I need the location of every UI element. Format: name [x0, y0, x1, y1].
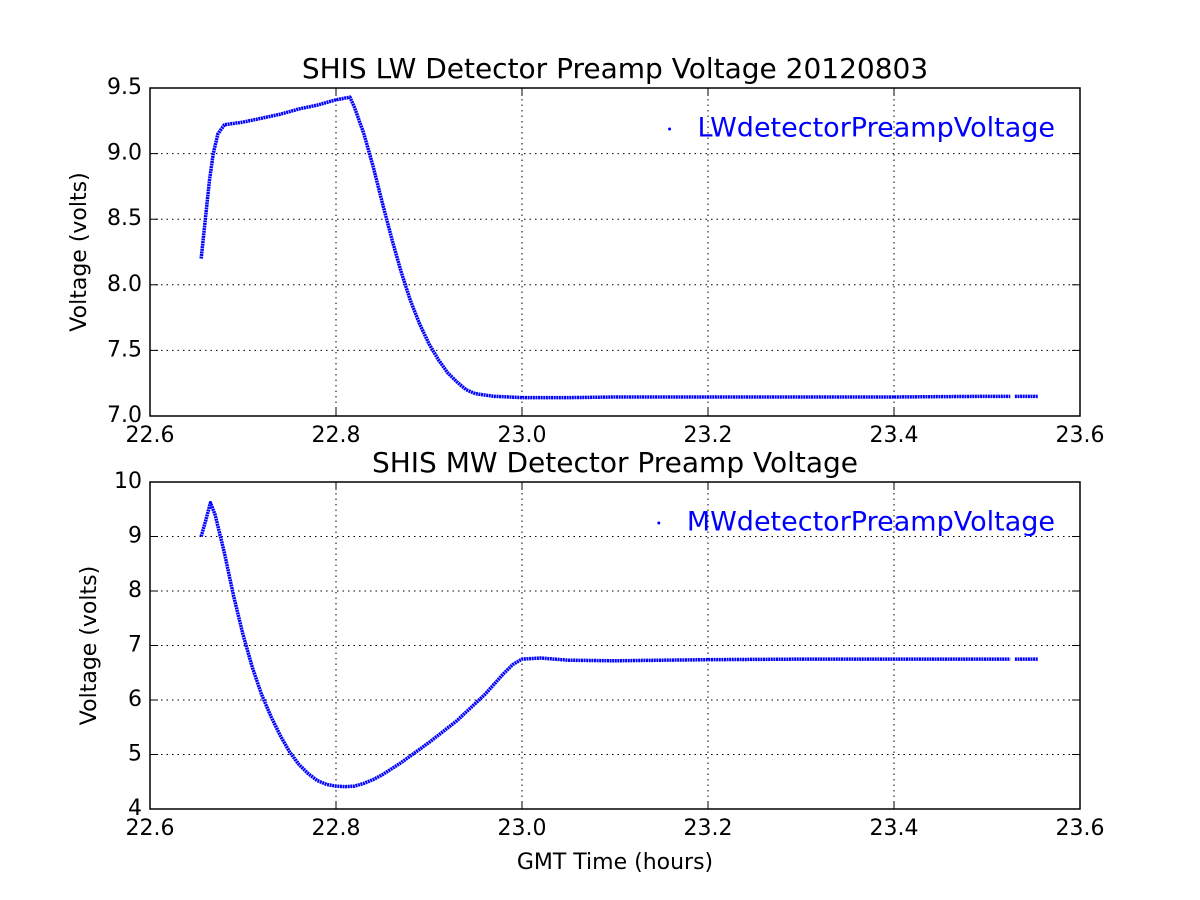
x-axis-label: GMT Time (hours): [517, 850, 713, 875]
x-tick-label: 23.4: [870, 816, 919, 841]
y-axis-label: Voltage (volts): [77, 566, 102, 725]
x-tick-label: 23.0: [498, 816, 547, 841]
chart-title: SHIS MW Detector Preamp Voltage: [372, 446, 858, 479]
x-tick-label: 23.4: [870, 423, 919, 448]
legend-marker: [657, 521, 661, 525]
y-tick-label: 5: [128, 742, 142, 767]
y-tick-label: 9.5: [107, 75, 142, 100]
y-axis-label: Voltage (volts): [67, 172, 92, 331]
y-tick-label: 8.5: [107, 206, 142, 231]
y-tick-label: 7: [128, 633, 142, 658]
plot-frame: [149, 87, 1081, 417]
x-tick-label: 23.2: [684, 816, 733, 841]
y-tick-label: 9.0: [107, 141, 142, 166]
x-tick-label: 23.6: [1056, 816, 1105, 841]
data-points: [199, 500, 1039, 789]
y-tick-label: 9: [128, 524, 142, 549]
x-tick-label: 22.6: [126, 816, 175, 841]
legend-label: LWdetectorPreampVoltage: [698, 113, 1055, 144]
x-tick-label: 22.8: [312, 816, 361, 841]
legend-label: MWdetectorPreampVoltage: [687, 507, 1055, 538]
data-points: [199, 95, 1039, 400]
y-tick-label: 7.5: [107, 337, 142, 362]
x-tick-label: 22.8: [312, 423, 361, 448]
x-tick-label: 23.0: [498, 423, 547, 448]
legend-marker: [668, 127, 672, 131]
y-tick-label: 4: [128, 796, 142, 821]
plot-frame: [149, 481, 1081, 810]
chart-title: SHIS LW Detector Preamp Voltage 20120803: [302, 52, 928, 85]
y-tick-label: 8.0: [107, 272, 142, 297]
y-tick-label: 8: [128, 578, 142, 603]
x-tick-label: 22.6: [126, 423, 175, 448]
y-tick-label: 10: [114, 469, 142, 494]
x-tick-label: 23.2: [684, 423, 733, 448]
y-tick-label: 7.0: [107, 403, 142, 428]
x-tick-label: 23.6: [1056, 423, 1105, 448]
y-tick-label: 6: [128, 687, 142, 712]
